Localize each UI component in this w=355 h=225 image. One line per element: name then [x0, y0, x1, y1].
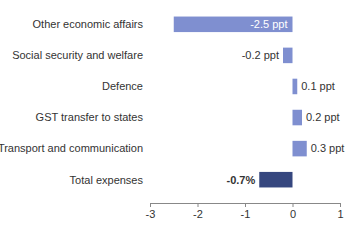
x-axis: -3 -2 -1 0 1: [146, 203, 344, 220]
bar: [293, 79, 298, 95]
axis-line: [151, 204, 341, 208]
tick-mark: [245, 203, 246, 207]
tick-label: -3: [146, 208, 156, 220]
category-label: Transport and communication: [0, 142, 143, 154]
bar: [174, 17, 293, 33]
data-label: -0.7%: [227, 174, 256, 186]
bar: [259, 172, 292, 188]
tick: -2: [193, 203, 203, 220]
tick-label: 0: [290, 208, 296, 220]
category-label: Social security and welfare: [12, 49, 143, 61]
category-label: GST transfer to states: [36, 111, 144, 123]
data-label: 0.3 ppt: [311, 142, 345, 154]
data-label: 0.2 ppt: [306, 111, 340, 123]
tick: 1: [337, 203, 343, 220]
bars: [174, 17, 307, 188]
category-label: Other economic affairs: [33, 18, 144, 30]
category-labels: Other economic affairs Social security an…: [0, 18, 143, 185]
data-label: -0.2 ppt: [242, 49, 279, 61]
data-label: 0.1 ppt: [301, 80, 335, 92]
category-label: Defence: [102, 80, 143, 92]
chart: -3 -2 -1 0 1 Other economic affairs Social sec…: [0, 0, 355, 225]
data-label: -2.5 ppt: [250, 18, 287, 30]
tick-mark: [293, 203, 294, 207]
tick: 0: [290, 203, 296, 220]
bar: [293, 110, 303, 126]
category-label: Total expenses: [70, 174, 144, 186]
tick-label: 1: [337, 208, 343, 220]
bar: [283, 48, 293, 64]
tick-label: -2: [193, 208, 203, 220]
bar: [293, 141, 307, 157]
tick: -3: [146, 203, 156, 220]
tick-mark: [150, 203, 151, 207]
tick: -1: [241, 203, 251, 220]
tick-mark: [340, 203, 341, 207]
tick-label: -1: [241, 208, 251, 220]
data-labels: -2.5 ppt -0.2 ppt 0.1 ppt 0.2 ppt 0.3 ppt -0.…: [227, 18, 345, 185]
plot: -3 -2 -1 0 1 Other economic affairs Social sec…: [0, 17, 344, 220]
tick-mark: [198, 203, 199, 207]
